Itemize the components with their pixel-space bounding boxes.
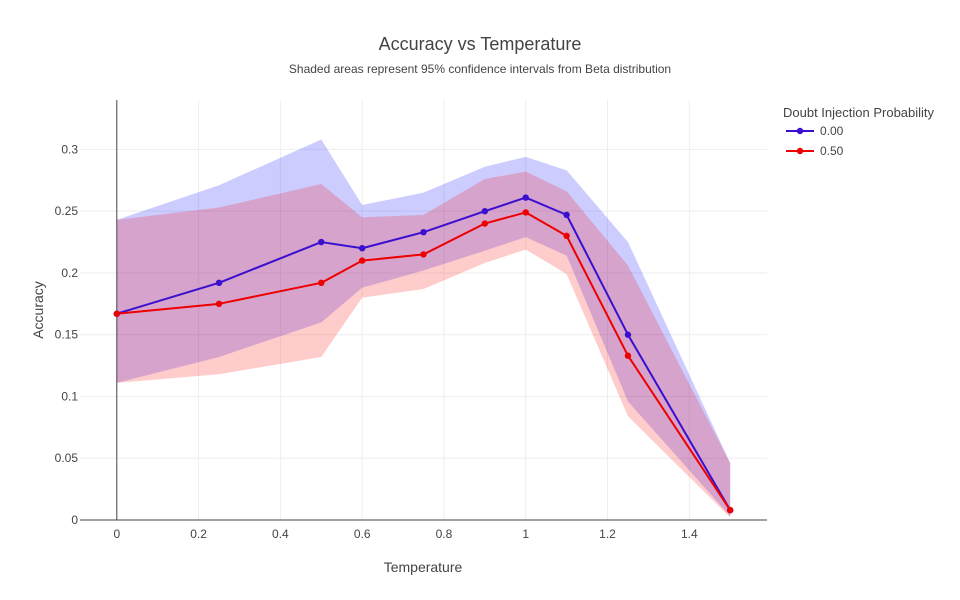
y-axis-title: Accuracy [30, 281, 46, 339]
y-tick-label-3: 0.15 [55, 328, 79, 342]
data-point-0-7 [563, 211, 570, 219]
data-point-1-4 [420, 251, 427, 258]
data-point-0-3 [358, 245, 366, 252]
x-tick-label-6: 1.2 [599, 527, 616, 541]
data-point-0-5 [481, 207, 489, 215]
confidence-bands [116, 139, 731, 518]
legend[interactable]: Doubt Injection Probability 0.00 0.50 [783, 105, 935, 158]
axes [80, 100, 767, 521]
data-point-1-8 [624, 352, 632, 359]
data-point-1-5 [481, 220, 489, 227]
x-tick-label-1: 0.2 [190, 527, 207, 541]
data-point-1-2 [318, 279, 325, 287]
data-point-1-7 [563, 232, 570, 240]
x-tick-label-5: 1 [522, 527, 529, 541]
legend-swatch-marker-0 [796, 127, 804, 135]
confidence-band-1 [116, 171, 731, 518]
legend-label-0: 0.00 [820, 124, 844, 138]
y-tick-label-6: 0.3 [61, 142, 78, 156]
x-tick-label-3: 0.6 [354, 527, 371, 541]
series-points [113, 194, 734, 514]
x-tick-label-0: 0 [113, 527, 120, 541]
x-tick-label-2: 0.4 [272, 527, 289, 541]
grid [80, 100, 767, 520]
data-point-0-2 [318, 238, 325, 246]
y-tick-label-0: 0 [71, 513, 78, 527]
legend-title: Doubt Injection Probability [783, 105, 935, 120]
data-point-1-3 [358, 257, 366, 264]
data-point-1-6 [522, 209, 529, 216]
data-point-0-6 [522, 194, 529, 201]
x-tick-label-4: 0.8 [436, 527, 453, 541]
y-tick-label-4: 0.2 [61, 266, 78, 280]
x-tick-label-7: 1.4 [681, 527, 698, 541]
data-point-1-1 [215, 300, 223, 308]
y-tick-label-1: 0.05 [55, 451, 79, 465]
legend-item-0[interactable]: 0.00 [786, 124, 844, 138]
x-axis-title: Temperature [384, 559, 463, 575]
tick-labels: 0 0.2 0.4 0.6 0.8 1 1.2 1.4 0 0.05 0.1 0.15 0.2 0.25 0… [55, 142, 698, 541]
legend-swatch-marker-1 [796, 147, 804, 155]
chart-subtitle: Shaded areas represent 95% confidence in… [289, 62, 671, 76]
series-line-1 [116, 211, 732, 511]
data-point-1-9 [726, 506, 734, 514]
data-point-1-0 [113, 310, 121, 317]
y-tick-label-5: 0.25 [55, 204, 79, 218]
series-line-0 [116, 196, 732, 511]
y-tick-label-2: 0.1 [61, 389, 78, 403]
legend-label-1: 0.50 [820, 144, 844, 158]
series-lines [116, 196, 732, 511]
data-point-0-8 [624, 331, 632, 338]
data-point-0-1 [215, 279, 223, 287]
data-point-0-4 [420, 228, 427, 236]
chart-title: Accuracy vs Temperature [379, 34, 582, 54]
legend-item-1[interactable]: 0.50 [786, 144, 844, 158]
